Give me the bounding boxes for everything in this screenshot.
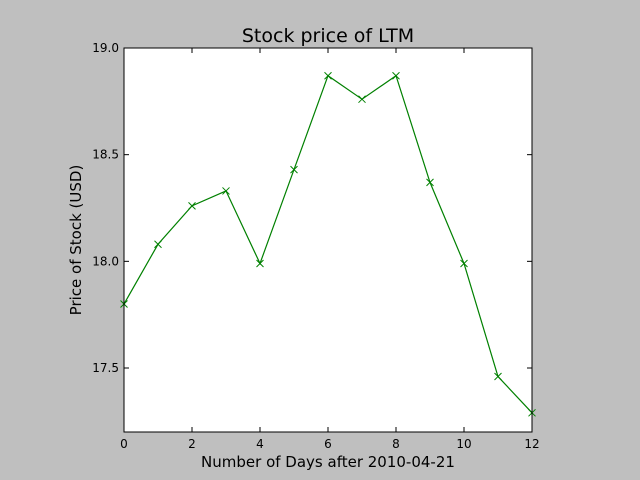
plot-area bbox=[124, 48, 532, 432]
marker-stroke bbox=[290, 165, 298, 174]
marker-stroke bbox=[154, 240, 162, 249]
series-layer bbox=[120, 71, 536, 417]
y-axis-tick-labels: 17.5 18.0 18.5 19.0 bbox=[92, 41, 119, 375]
data-point-marker bbox=[222, 187, 230, 195]
data-point-marker bbox=[188, 202, 196, 210]
data-point-marker bbox=[290, 165, 298, 174]
data-point-marker bbox=[426, 178, 434, 187]
data-point-marker bbox=[460, 259, 468, 268]
y-tick-label: 18.5 bbox=[92, 148, 119, 162]
data-point-marker bbox=[324, 71, 332, 80]
marker-stroke bbox=[426, 178, 434, 187]
marker-stroke bbox=[188, 202, 196, 210]
chart-title: Stock price of LTM bbox=[242, 25, 414, 47]
x-tick-label: 12 bbox=[524, 437, 539, 451]
x-tick-label: 2 bbox=[188, 437, 196, 451]
x-tick-label: 4 bbox=[256, 437, 264, 451]
y-tick-label: 17.5 bbox=[92, 361, 119, 375]
marker-stroke bbox=[392, 71, 400, 80]
x-tick-label: 6 bbox=[324, 437, 332, 451]
x-axis-tick-labels: 0 2 4 6 8 10 12 bbox=[120, 437, 539, 451]
data-point-marker bbox=[256, 259, 264, 268]
marker-stroke bbox=[222, 187, 230, 195]
data-point-marker bbox=[494, 372, 502, 381]
marker-stroke bbox=[494, 372, 502, 381]
x-tick-label: 8 bbox=[392, 437, 400, 451]
x-axis-label: Number of Days after 2010-04-21 bbox=[201, 453, 455, 471]
marker-stroke bbox=[324, 71, 332, 80]
y-axis-label: Price of Stock (USD) bbox=[67, 165, 85, 316]
plot-frame bbox=[123, 47, 533, 433]
y-tick-label: 18.0 bbox=[92, 254, 119, 268]
y-tick-label: 19.0 bbox=[92, 41, 119, 55]
data-point-marker bbox=[392, 71, 400, 80]
marker-stroke bbox=[256, 259, 264, 268]
marker-stroke bbox=[460, 259, 468, 268]
x-tick-label: 10 bbox=[456, 437, 471, 451]
data-point-marker bbox=[358, 95, 366, 104]
x-tick-label: 0 bbox=[120, 437, 128, 451]
data-point-marker bbox=[154, 240, 162, 249]
marker-stroke bbox=[358, 95, 366, 104]
